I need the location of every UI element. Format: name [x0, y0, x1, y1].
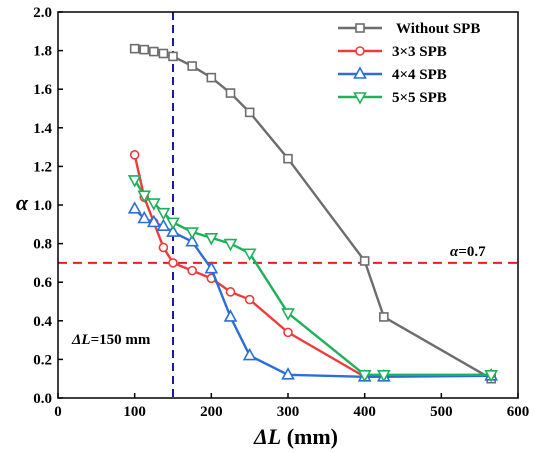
- data-point-4-4-spb: [242, 347, 257, 361]
- series-4-4-spb: [127, 201, 499, 382]
- series-line-4-4-spb: [133, 208, 492, 378]
- data-point-without-spb: [187, 61, 197, 71]
- data-point-5-5-spb: [166, 217, 180, 231]
- data-point-5-5-spb: [185, 227, 200, 240]
- data-point-4-4-spb: [281, 367, 295, 380]
- y-tick-label: 0.8: [33, 237, 52, 253]
- data-point-3-3-spb: [283, 327, 293, 338]
- y-tick-label: 1.2: [33, 159, 52, 175]
- alpha-threshold-symbol: α: [450, 244, 459, 260]
- data-point-5-5-spb: [376, 370, 391, 383]
- delta-l-threshold-label: ΔL=150 mm: [71, 332, 151, 348]
- data-point-without-spb: [206, 72, 217, 83]
- legend-item-without-spb: Without SPB: [338, 21, 480, 37]
- data-point-4-4-spb: [166, 224, 180, 237]
- data-point-5-5-spb: [357, 370, 372, 383]
- data-point-4-4-spb: [137, 210, 152, 224]
- data-point-5-5-spb: [146, 198, 161, 211]
- data-point-3-3-spb: [168, 258, 178, 268]
- data-point-5-5-spb: [156, 207, 171, 221]
- data-point-5-5-spb: [204, 233, 219, 246]
- delta-l-threshold-value: =150 mm: [91, 332, 151, 348]
- data-point-4-4-spb: [127, 201, 142, 214]
- y-tick-label: 1.4: [33, 121, 52, 137]
- x-tick-label: 500: [430, 404, 453, 420]
- legend: Without SPB 3×3 SPB 4×4 SPB 5×5 SPB: [338, 21, 480, 106]
- data-point-3-3-spb: [225, 287, 236, 297]
- y-tick-label: 1.6: [33, 82, 52, 98]
- data-point-without-spb: [379, 312, 389, 322]
- data-point-without-spb: [244, 107, 255, 118]
- alpha-threshold-label: α=0.7: [450, 244, 486, 260]
- y-tick-label: 0.0: [33, 391, 52, 407]
- x-tick-label: 100: [123, 404, 146, 420]
- x-tick-label: 600: [507, 404, 530, 420]
- data-point-4-4-spb: [156, 218, 171, 232]
- x-tick-label: 300: [277, 404, 300, 420]
- data-point-without-spb: [359, 256, 370, 266]
- data-point-5-5-spb: [137, 190, 152, 204]
- y-tick-label: 0.2: [33, 352, 52, 368]
- y-tick-label: 2.0: [33, 5, 52, 21]
- data-point-4-4-spb: [146, 214, 161, 228]
- data-point-4-4-spb: [185, 234, 200, 247]
- alpha-threshold-value: =0.7: [458, 244, 486, 260]
- x-axis-label-unit: (mm): [281, 424, 338, 449]
- data-point-5-5-spb: [484, 370, 499, 383]
- data-point-without-spb: [149, 46, 159, 57]
- data-point-3-3-spb: [244, 294, 255, 305]
- y-tick-label: 0.4: [33, 314, 52, 330]
- legend-swatch-marker: [355, 46, 365, 56]
- x-axis-label: ΔL (mm): [253, 424, 338, 449]
- legend-item-3-3-spb: 3×3 SPB: [338, 44, 447, 60]
- legend-label: 4×4 SPB: [392, 67, 447, 83]
- legend-label: 3×3 SPB: [392, 44, 447, 60]
- series-3-3-spb: [129, 150, 496, 382]
- legend-item-5-5-spb: 5×5 SPB: [338, 90, 447, 106]
- y-tick-label: 0.6: [33, 275, 52, 291]
- data-point-3-3-spb: [187, 265, 197, 276]
- series-line-3-3-spb: [133, 154, 492, 378]
- data-point-5-5-spb: [127, 175, 142, 188]
- legend-swatch-marker: [353, 66, 367, 79]
- y-tick-label: 1.0: [33, 198, 52, 214]
- legend-item-4-4-spb: 4×4 SPB: [338, 66, 447, 83]
- y-axis-label: α: [16, 190, 29, 215]
- data-point-5-5-spb: [242, 248, 257, 261]
- data-point-without-spb: [158, 48, 169, 59]
- data-point-without-spb: [283, 153, 293, 164]
- legend-label: 5×5 SPB: [392, 90, 447, 106]
- data-point-5-5-spb: [223, 238, 238, 252]
- legend-swatch-marker: [353, 92, 367, 105]
- x-tick-label: 400: [353, 404, 376, 420]
- data-point-without-spb: [168, 51, 178, 62]
- x-tick-label: 200: [200, 404, 223, 420]
- x-tick-label: 0: [54, 404, 62, 420]
- data-point-3-3-spb: [129, 150, 140, 160]
- data-point-without-spb: [225, 88, 236, 98]
- delta-l-threshold-symbol: ΔL: [71, 332, 91, 348]
- data-point-4-4-spb: [223, 309, 238, 322]
- legend-label: Without SPB: [396, 21, 480, 37]
- legend-swatch-marker: [355, 23, 365, 33]
- data-point-4-4-spb: [204, 261, 219, 274]
- y-tick-label: 1.8: [33, 44, 52, 60]
- data-point-5-5-spb: [281, 308, 295, 321]
- series-5-5-spb: [127, 175, 499, 383]
- data-point-without-spb: [139, 44, 150, 55]
- data-point-3-3-spb: [158, 242, 169, 253]
- data-point-without-spb: [129, 43, 140, 54]
- x-axis-label-symbol: ΔL: [253, 424, 281, 449]
